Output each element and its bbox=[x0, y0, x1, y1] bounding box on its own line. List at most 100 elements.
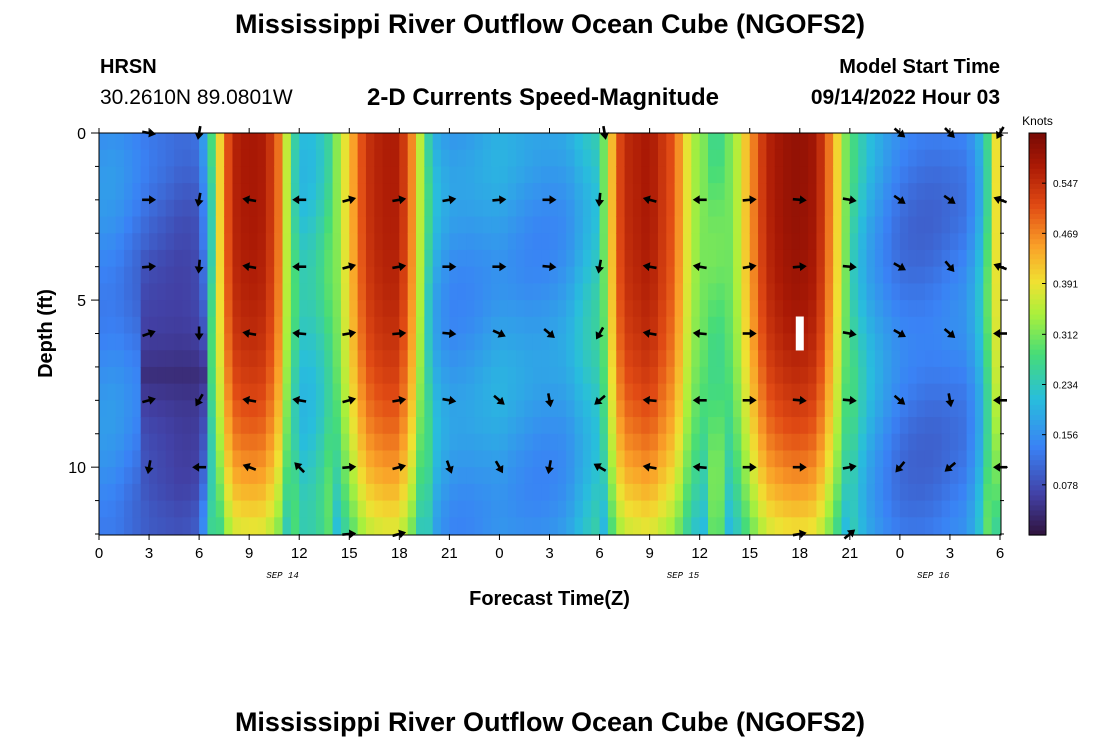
heatmap-cell bbox=[691, 249, 701, 268]
colorbar-segment bbox=[1029, 344, 1046, 350]
current-arrow bbox=[642, 395, 657, 405]
heatmap-cell bbox=[499, 333, 509, 351]
heatmap-cell bbox=[816, 467, 826, 485]
heatmap-cell bbox=[666, 233, 676, 251]
heatmap-cell bbox=[432, 483, 442, 502]
heatmap-cell bbox=[124, 467, 133, 485]
heatmap-cell bbox=[332, 300, 342, 318]
heatmap-cell bbox=[499, 383, 509, 401]
colorbar-segment bbox=[1029, 298, 1046, 305]
heatmap-cell bbox=[249, 266, 259, 284]
heatmap-cell bbox=[974, 283, 984, 301]
x-tick-label: 21 bbox=[441, 545, 458, 562]
heatmap-cell bbox=[624, 433, 634, 452]
heatmap-cell bbox=[607, 483, 617, 502]
heatmap-cell bbox=[532, 199, 542, 218]
heatmap-cell bbox=[866, 333, 876, 351]
heatmap-cell bbox=[607, 199, 617, 218]
current-arrow bbox=[144, 460, 154, 475]
heatmap-cell bbox=[916, 233, 926, 251]
heatmap-cell bbox=[933, 199, 943, 218]
heatmap-cell bbox=[491, 166, 501, 184]
heatmap-cell bbox=[541, 266, 551, 284]
heatmap-cell bbox=[365, 400, 375, 418]
heatmap-cell bbox=[224, 300, 234, 318]
heatmap-cell bbox=[132, 433, 142, 452]
heatmap-cell bbox=[441, 199, 450, 218]
heatmap-cell bbox=[657, 316, 667, 335]
heatmap-cell bbox=[691, 350, 701, 368]
heatmap-cell bbox=[524, 266, 534, 284]
heatmap-cell bbox=[307, 266, 317, 284]
heatmap-cell bbox=[632, 233, 642, 251]
heatmap-cell bbox=[549, 283, 559, 301]
heatmap-cell bbox=[491, 333, 501, 351]
heatmap-cell bbox=[474, 166, 484, 184]
colorbar-segment bbox=[1029, 193, 1046, 199]
heatmap-cell bbox=[174, 450, 184, 468]
heatmap-cell bbox=[933, 350, 943, 368]
heatmap-cell bbox=[899, 149, 909, 168]
heatmap-cell bbox=[716, 283, 726, 301]
arrow-head bbox=[748, 262, 757, 272]
heatmap-cell bbox=[265, 517, 275, 535]
heatmap-cell bbox=[566, 433, 576, 452]
heatmap-cell bbox=[224, 467, 234, 485]
heatmap-cell bbox=[841, 199, 851, 218]
heatmap-cell bbox=[716, 233, 726, 251]
heatmap-cell bbox=[632, 133, 642, 151]
colorbar-segment bbox=[1029, 474, 1046, 481]
colorbar-segment bbox=[1029, 429, 1046, 436]
heatmap-cell bbox=[566, 199, 576, 218]
heatmap-cell bbox=[966, 517, 976, 535]
heatmap-cell bbox=[549, 249, 559, 268]
heatmap-cell bbox=[315, 517, 325, 535]
heatmap-cell bbox=[240, 483, 250, 502]
heatmap-cell bbox=[649, 333, 659, 351]
heatmap-cell bbox=[874, 433, 884, 452]
heatmap-cell bbox=[532, 249, 542, 268]
heatmap-cell bbox=[441, 249, 450, 268]
heatmap-cell bbox=[315, 483, 325, 502]
heatmap-cell bbox=[616, 283, 626, 301]
heatmap-cell bbox=[357, 400, 367, 418]
heatmap-cell bbox=[874, 467, 884, 485]
heatmap-cell bbox=[674, 483, 684, 502]
heatmap-cell bbox=[357, 199, 367, 218]
heatmap-cell bbox=[607, 417, 617, 435]
heatmap-cell bbox=[808, 183, 818, 201]
heatmap-cell bbox=[824, 517, 834, 535]
arrow-head bbox=[993, 395, 1000, 405]
heatmap-cell bbox=[657, 366, 667, 385]
heatmap-cell bbox=[849, 433, 859, 452]
current-arrow bbox=[943, 194, 956, 204]
heatmap-cell bbox=[591, 300, 601, 318]
heatmap-cell bbox=[799, 133, 809, 151]
heatmap-cell bbox=[758, 383, 767, 401]
heatmap-cell bbox=[858, 199, 868, 218]
heatmap-cell bbox=[199, 133, 209, 151]
heatmap-cell bbox=[866, 483, 876, 502]
heatmap-cell bbox=[933, 417, 943, 435]
heatmap-cell bbox=[165, 249, 175, 268]
heatmap-cell bbox=[708, 216, 717, 234]
heatmap-cell bbox=[407, 366, 417, 385]
heatmap-cell bbox=[382, 500, 392, 518]
heatmap-cell bbox=[299, 216, 309, 234]
heatmap-cell bbox=[949, 233, 959, 251]
heatmap-cell bbox=[365, 383, 375, 401]
heatmap-cell bbox=[215, 333, 225, 351]
heatmap-cell bbox=[432, 233, 442, 251]
heatmap-cell bbox=[307, 383, 317, 401]
heatmap-cell bbox=[733, 149, 742, 168]
heatmap-cell bbox=[324, 467, 334, 485]
heatmap-cell bbox=[849, 483, 859, 502]
heatmap-cell bbox=[274, 500, 284, 518]
heatmap-cell bbox=[399, 500, 409, 518]
heatmap-cell bbox=[299, 350, 309, 368]
heatmap-cell bbox=[349, 433, 359, 452]
heatmap-cell bbox=[307, 249, 317, 268]
heatmap-cell bbox=[340, 483, 350, 502]
heatmap-cell bbox=[958, 133, 968, 151]
heatmap-cell bbox=[290, 417, 300, 435]
